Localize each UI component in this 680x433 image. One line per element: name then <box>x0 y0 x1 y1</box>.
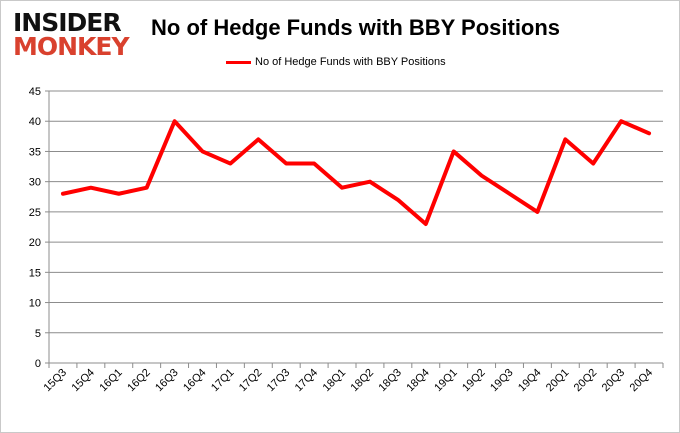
y-tick-label: 20 <box>29 237 41 249</box>
x-tick-label: 15Q3 <box>42 367 70 395</box>
chart-title: No of Hedge Funds with BBY Positions <box>151 15 561 40</box>
x-tick-label: 16Q3 <box>153 367 181 395</box>
y-tick-label: 30 <box>29 177 41 189</box>
x-tick-label: 20Q3 <box>600 367 628 395</box>
x-tick-label: 15Q4 <box>69 367 97 395</box>
data-point <box>257 138 259 140</box>
x-tick-label: 16Q1 <box>97 367 125 395</box>
data-point <box>592 163 594 165</box>
y-tick-label: 45 <box>29 86 41 98</box>
x-tick-label: 19Q1 <box>432 367 460 395</box>
data-point <box>90 187 92 189</box>
y-tick-label: 10 <box>29 298 41 310</box>
data-point <box>620 120 622 122</box>
data-point <box>285 163 287 165</box>
data-point <box>174 120 176 122</box>
y-tick-label: 15 <box>29 267 41 279</box>
data-point <box>229 163 231 165</box>
legend: No of Hedge Funds with BBY Positions <box>226 56 446 68</box>
x-tick-label: 20Q4 <box>628 367 656 395</box>
y-tick-label: 25 <box>29 207 41 219</box>
y-tick-label: 35 <box>29 146 41 158</box>
data-point <box>202 150 203 152</box>
x-tick-label: 18Q4 <box>404 367 432 395</box>
y-tick-label: 5 <box>35 328 41 340</box>
y-tick-label: 40 <box>29 116 41 128</box>
x-tick-label: 17Q1 <box>209 367 237 395</box>
data-point <box>341 187 343 189</box>
x-tick-label: 20Q1 <box>544 367 572 395</box>
x-tick-label: 19Q3 <box>488 367 516 395</box>
x-tick-label: 19Q4 <box>516 367 544 395</box>
x-tick-label: 16Q2 <box>125 367 153 395</box>
data-point <box>536 211 538 213</box>
x-tick-label: 18Q1 <box>321 367 349 395</box>
data-point <box>62 193 64 195</box>
legend-label: No of Hedge Funds with BBY Positions <box>255 56 446 68</box>
legend-swatch <box>226 60 251 64</box>
x-tick-label: 16Q4 <box>181 367 209 395</box>
data-point <box>648 132 650 134</box>
data-point <box>425 223 427 225</box>
series-line <box>60 119 652 226</box>
x-tick-label: 18Q3 <box>376 367 404 395</box>
data-point <box>481 175 483 177</box>
x-tick-label: 17Q3 <box>265 367 293 395</box>
x-tick-label: 17Q4 <box>293 367 321 395</box>
logo-line-2: MONKEY <box>13 32 130 61</box>
data-point <box>146 187 148 189</box>
data-point <box>313 163 315 165</box>
insider-monkey-logo: INSIDER MONKEY <box>13 8 130 61</box>
data-point <box>453 150 455 152</box>
data-point <box>509 193 510 195</box>
data-point <box>369 181 371 183</box>
x-tick-label: 19Q2 <box>460 367 488 395</box>
data-point <box>118 193 120 195</box>
data-point <box>397 199 399 201</box>
y-tick-label: 0 <box>35 358 41 370</box>
data-point <box>564 138 566 140</box>
logo-line-1: INSIDER <box>13 8 122 37</box>
x-tick-label: 20Q2 <box>572 367 600 395</box>
x-tick-label: 18Q2 <box>349 367 377 395</box>
x-tick-label: 17Q2 <box>237 367 265 395</box>
